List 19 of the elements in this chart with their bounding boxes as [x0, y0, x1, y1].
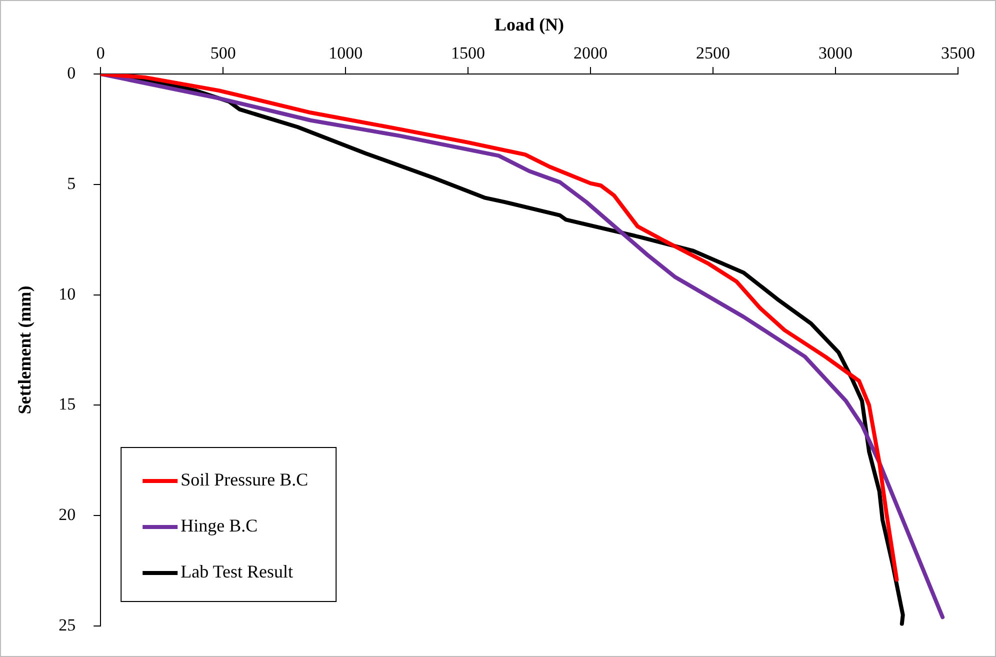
y-tick-label: 20 [58, 505, 76, 524]
x-tick-label: 1000 [328, 43, 363, 62]
x-tick-label: 3000 [818, 43, 853, 62]
x-tick-label: 2500 [696, 43, 730, 62]
y-tick-label: 25 [58, 615, 76, 634]
y-tick-label: 5 [67, 174, 76, 193]
x-tick-label: 500 [210, 43, 236, 62]
x-tick-label: 2000 [574, 43, 608, 62]
legend-label: Soil Pressure B.C [180, 470, 308, 490]
legend-label: Lab Test Result [180, 562, 294, 582]
legend-label: Hinge B.C [180, 516, 258, 536]
y-tick-label: 15 [58, 394, 76, 414]
y-tick-label: 10 [58, 284, 76, 304]
x-tick-label: 0 [96, 43, 105, 62]
y-axis-title: Settlement (mm) [14, 286, 34, 414]
x-tick-label: 1500 [451, 43, 486, 62]
y-tick-label: 0 [67, 63, 76, 82]
x-tick-label: 3500 [941, 43, 975, 62]
x-axis-title: Load (N) [494, 14, 564, 34]
